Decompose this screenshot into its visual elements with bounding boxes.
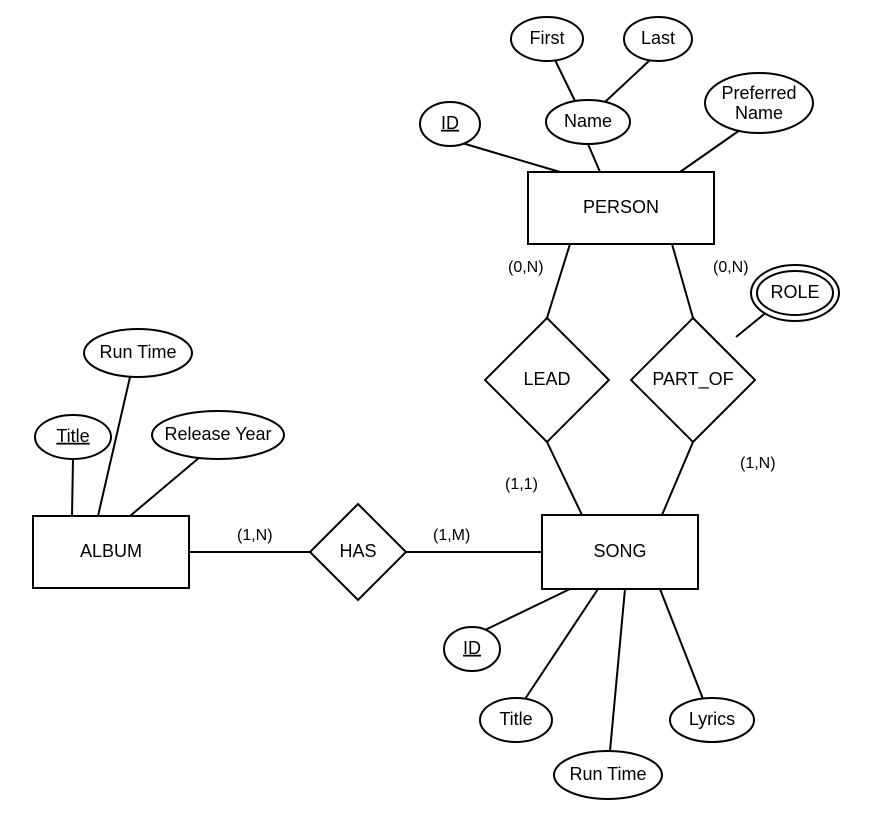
- edge-lead-song: [547, 442, 582, 515]
- attr-person-name-label: Name: [564, 111, 612, 131]
- attr-person-pref: Preferred Name: [705, 73, 813, 133]
- edge-person-name: [588, 144, 600, 172]
- attr-person-id: ID: [420, 102, 480, 146]
- edge-name-last: [605, 60, 650, 102]
- rel-has-label: HAS: [339, 541, 376, 561]
- edge-song-runtime: [610, 589, 625, 751]
- attr-person-name: Name: [546, 100, 630, 144]
- rel-has: HAS: [310, 504, 406, 600]
- edge-person-lead: [547, 244, 570, 318]
- attr-song-id: ID: [444, 627, 500, 671]
- attr-album-release: Release Year: [152, 411, 284, 459]
- card-lead-song: (1,1): [505, 476, 538, 493]
- entity-person: PERSON: [528, 172, 714, 244]
- card-album-has: (1,N): [237, 527, 273, 544]
- rel-partof-label: PART_OF: [652, 369, 733, 390]
- edge-album-title: [72, 459, 73, 516]
- attr-person-first-label: First: [530, 28, 565, 48]
- entity-album-label: ALBUM: [80, 541, 142, 561]
- card-partof-song: (1,N): [740, 455, 776, 472]
- card-has-song: (1,M): [433, 527, 470, 544]
- card-person-partof: (0,N): [713, 259, 749, 276]
- edge-song-lyrics: [660, 589, 703, 699]
- entity-song-label: SONG: [593, 541, 646, 561]
- attr-song-lyrics: Lyrics: [670, 698, 754, 742]
- attr-person-pref-label-2: Name: [735, 103, 783, 123]
- edge-song-id: [485, 589, 570, 630]
- er-diagram: ID Name First Last Preferred Name Title: [0, 0, 880, 826]
- attr-song-runtime: Run Time: [554, 751, 662, 799]
- attr-song-id-label: ID: [463, 638, 481, 658]
- edge-name-first: [555, 60, 575, 101]
- edge-partof-song: [662, 442, 693, 515]
- attr-person-first: First: [511, 17, 583, 61]
- attr-person-last-label: Last: [641, 28, 675, 48]
- attr-song-title: Title: [480, 698, 552, 742]
- edge-album-release: [130, 457, 200, 516]
- attr-person-last: Last: [624, 17, 692, 61]
- edge-partof-role: [736, 311, 768, 337]
- attr-song-lyrics-label: Lyrics: [689, 709, 735, 729]
- attr-song-runtime-label: Run Time: [569, 764, 646, 784]
- attr-album-runtime: Run Time: [84, 329, 192, 377]
- attr-role-label: ROLE: [770, 282, 819, 302]
- entity-person-label: PERSON: [583, 197, 659, 217]
- rel-lead-label: LEAD: [523, 369, 570, 389]
- card-person-lead: (0,N): [508, 259, 544, 276]
- attr-album-title: Title: [35, 415, 111, 459]
- edge-person-partof: [672, 244, 693, 318]
- attr-role: ROLE: [751, 265, 839, 321]
- attr-album-runtime-label: Run Time: [99, 342, 176, 362]
- edge-person-pref: [680, 130, 740, 172]
- rel-lead: LEAD: [485, 318, 609, 442]
- edge-person-id: [462, 143, 560, 172]
- attr-album-title-label: Title: [56, 426, 89, 446]
- entity-album: ALBUM: [33, 516, 189, 588]
- attr-person-id-label: ID: [441, 113, 459, 133]
- attr-person-pref-label-1: Preferred: [721, 83, 796, 103]
- entity-song: SONG: [542, 515, 698, 589]
- attr-album-release-label: Release Year: [164, 424, 271, 444]
- attr-song-title-label: Title: [499, 709, 532, 729]
